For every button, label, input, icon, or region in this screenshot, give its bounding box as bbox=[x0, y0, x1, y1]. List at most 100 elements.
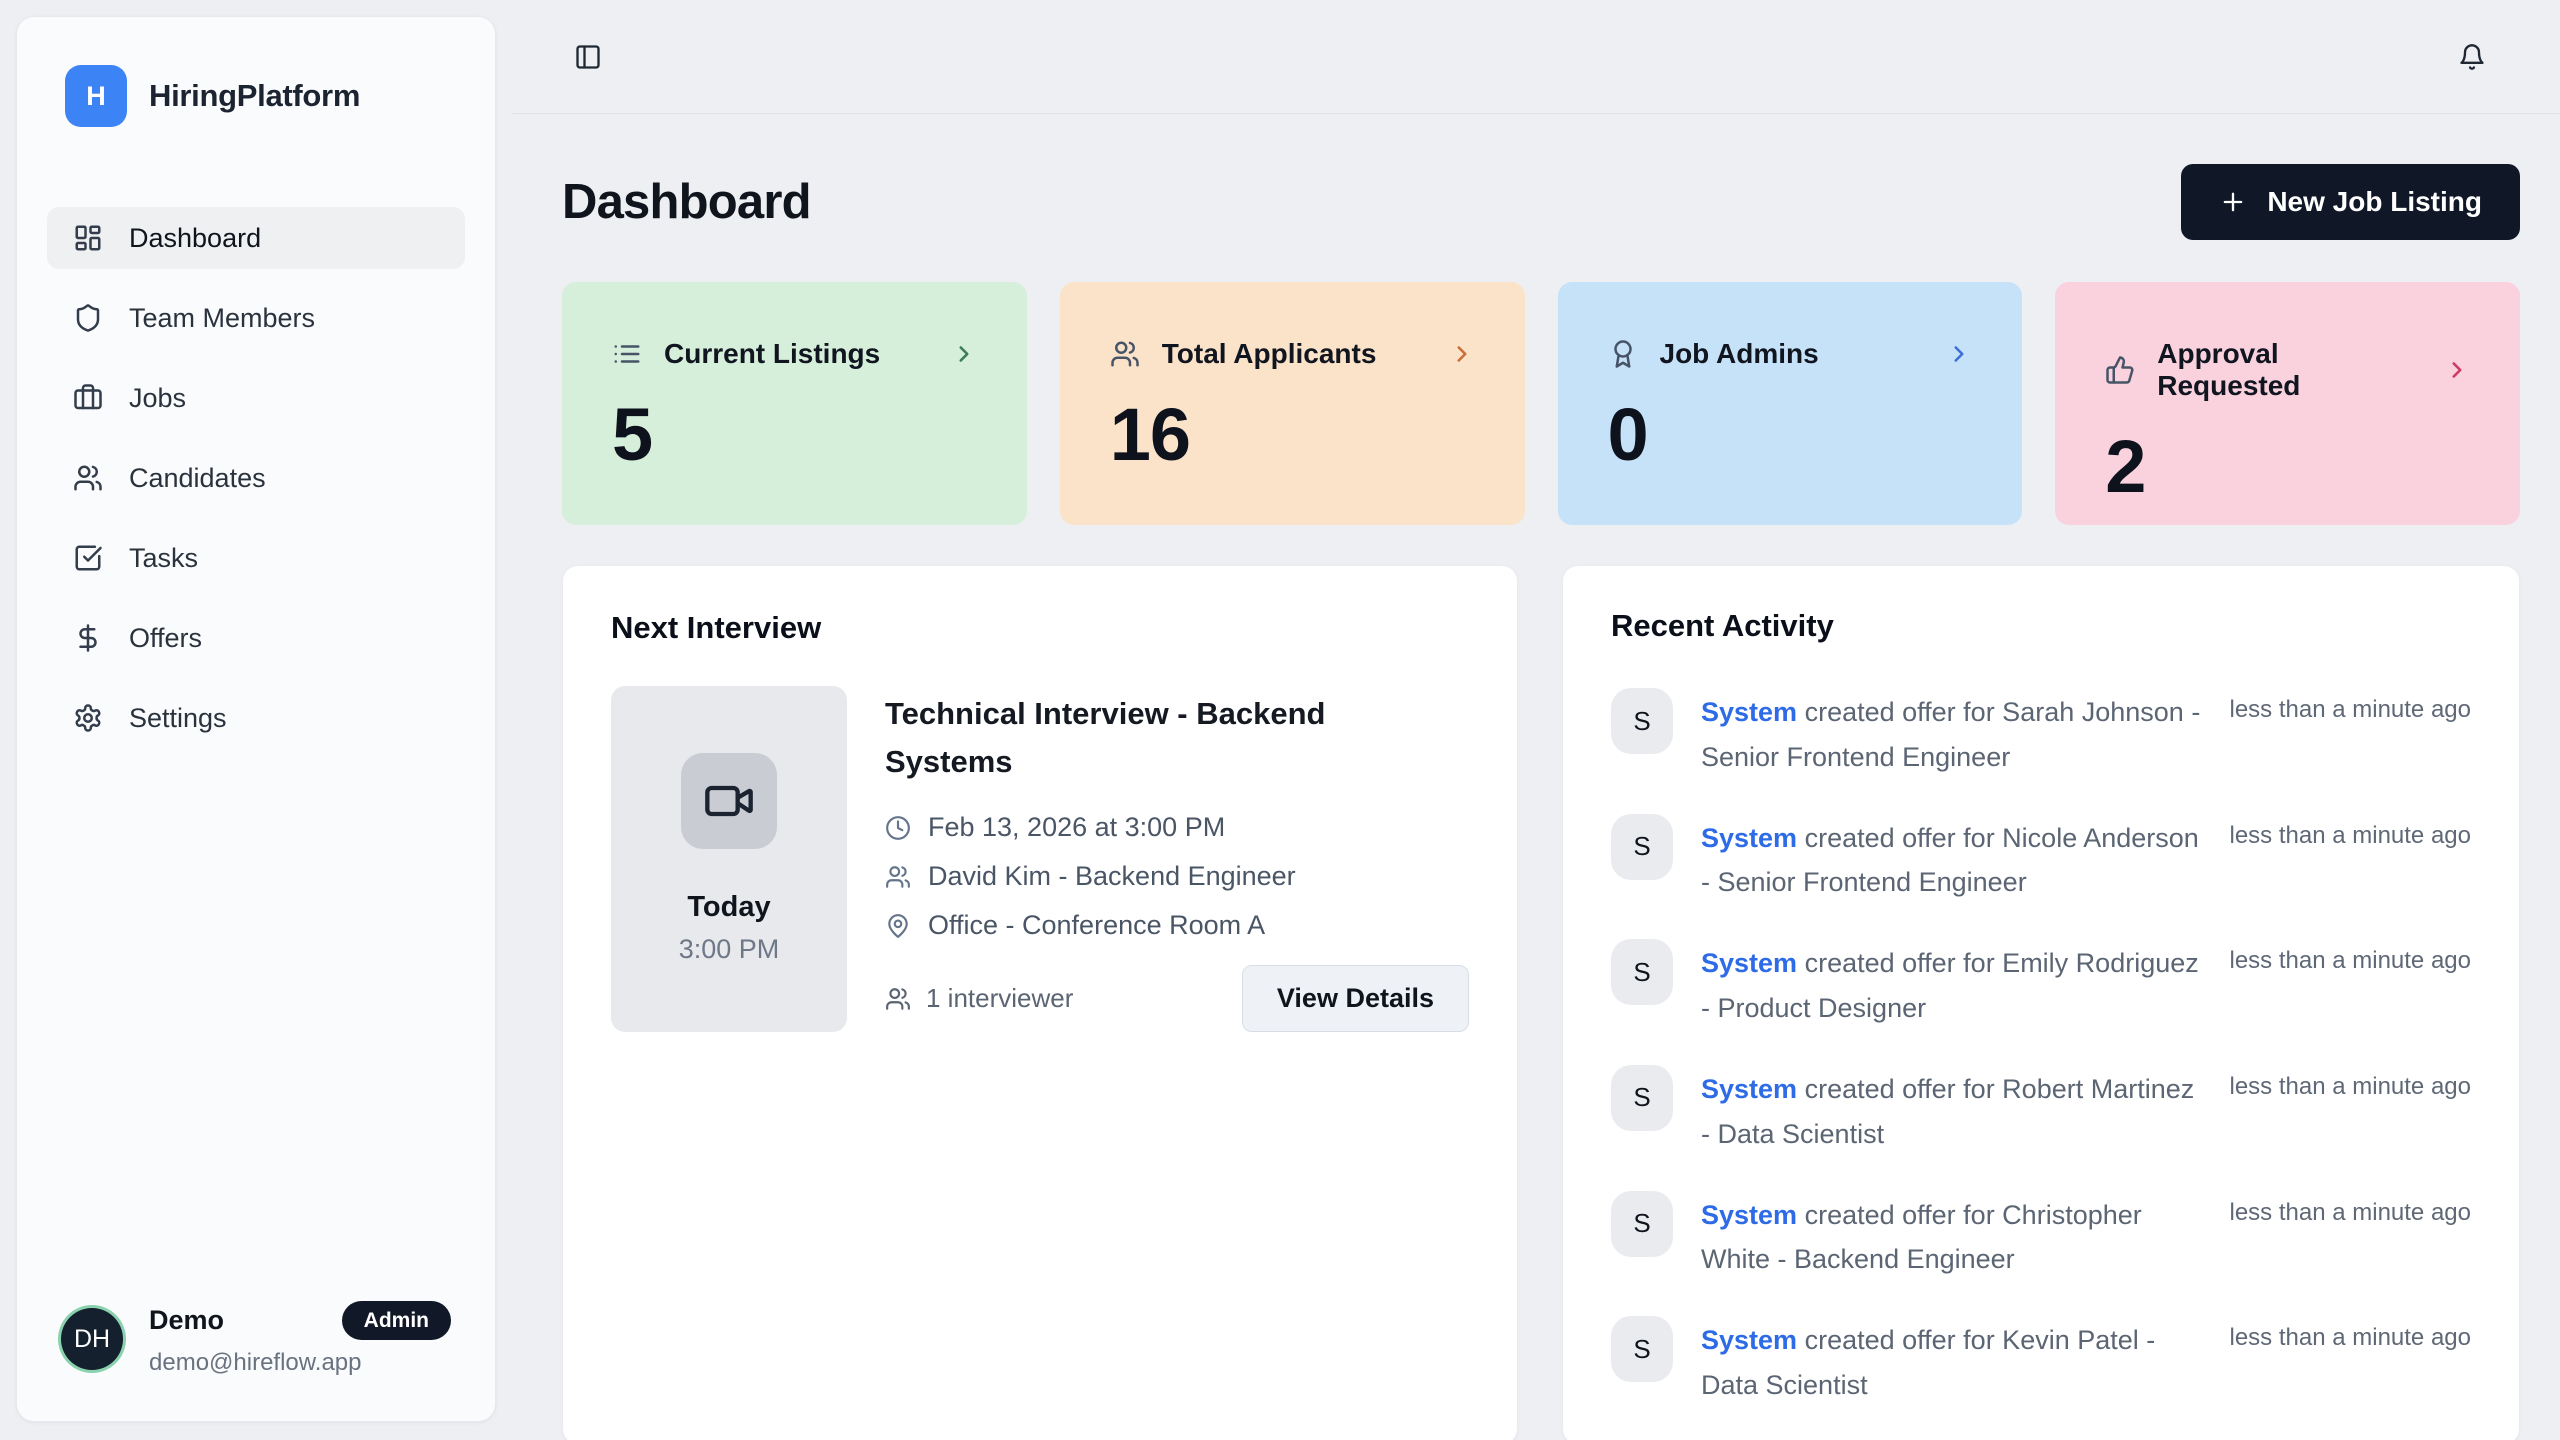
sidebar-item-label: Jobs bbox=[129, 382, 187, 413]
page-content: Dashboard New Job Listing Current Listin… bbox=[512, 114, 2560, 1440]
briefcase-icon bbox=[73, 383, 103, 413]
sidebar-item-candidates[interactable]: Candidates bbox=[47, 447, 465, 509]
activity-text: created offer for Emily Rodriguez - Prod… bbox=[1701, 948, 2199, 1024]
sidebar-item-team-members[interactable]: Team Members bbox=[47, 287, 465, 349]
dashboard-icon bbox=[73, 223, 103, 253]
users-icon bbox=[1111, 341, 1139, 367]
activity-actor-link[interactable]: System bbox=[1701, 1199, 1798, 1230]
award-icon bbox=[1613, 340, 1632, 368]
stat-value: 5 bbox=[612, 393, 653, 476]
activity-timestamp: less than a minute ago bbox=[2229, 947, 2472, 975]
activity-text: created offer for Kevin Patel - Data Sci… bbox=[1701, 1325, 2156, 1400]
stat-card-total-applicants[interactable]: Total Applicants 16 bbox=[1059, 282, 1525, 525]
sidebar-item-tasks[interactable]: Tasks bbox=[47, 527, 465, 589]
next-interview-title: Next Interview bbox=[611, 610, 822, 645]
new-job-listing-button[interactable]: New Job Listing bbox=[2181, 164, 2520, 240]
user-name: Demo bbox=[149, 1305, 225, 1335]
activity-list: S System created offer for Sarah Johnson… bbox=[1611, 688, 2471, 1440]
sidebar-item-label: Tasks bbox=[129, 542, 199, 573]
app-logo: H HiringPlatform bbox=[47, 65, 465, 127]
users-icon bbox=[886, 987, 910, 1010]
stat-value: 2 bbox=[2105, 425, 2146, 508]
activity-text: created offer for Sarah Johnson - Senior… bbox=[1701, 697, 2201, 772]
activity-timestamp: less than a minute ago bbox=[2229, 821, 2472, 849]
activity-actor-link[interactable]: System bbox=[1701, 697, 1798, 727]
sidebar: H HiringPlatform Dashboard Team Members … bbox=[16, 16, 496, 1422]
stat-label: Current Listings bbox=[664, 338, 881, 369]
avatar: DH bbox=[61, 1308, 123, 1370]
activity-actor-link[interactable]: System bbox=[1701, 1073, 1798, 1104]
activity-avatar: S bbox=[1611, 939, 1673, 1006]
stat-card-job-admins[interactable]: Job Admins 0 bbox=[1557, 282, 2023, 525]
stat-label: Approval Requested bbox=[2157, 338, 2301, 401]
interview-date-label: Today bbox=[687, 891, 771, 923]
users-icon bbox=[73, 463, 103, 493]
dollar-icon bbox=[73, 623, 103, 653]
shield-icon bbox=[73, 303, 103, 333]
app-logo-icon: H bbox=[65, 65, 127, 127]
sidebar-item-offers[interactable]: Offers bbox=[47, 607, 465, 669]
map-pin-icon bbox=[888, 913, 908, 938]
view-details-button[interactable]: View Details bbox=[1241, 965, 1469, 1032]
user-profile[interactable]: DH Demo Admin demo@hireflow.app bbox=[47, 1291, 465, 1383]
sidebar-item-settings[interactable]: Settings bbox=[47, 687, 465, 749]
video-camera-icon bbox=[681, 753, 777, 849]
bell-icon bbox=[2458, 43, 2486, 71]
activity-timestamp: less than a minute ago bbox=[2229, 1072, 2472, 1100]
stat-card-approval-requested[interactable]: Approval Requested 2 bbox=[2055, 282, 2520, 525]
interview-time-label: 3:00 PM bbox=[678, 934, 780, 964]
app-name: HiringPlatform bbox=[149, 78, 361, 113]
sidebar-item-label: Settings bbox=[129, 702, 227, 733]
activity-avatar: S bbox=[1611, 813, 1673, 880]
activity-row: S System created offer for Nicole Anders… bbox=[1611, 813, 2472, 906]
activity-avatar: S bbox=[1611, 1190, 1673, 1257]
activity-text: created offer for Christopher White - Ba… bbox=[1701, 1199, 2142, 1275]
sidebar-nav: Dashboard Team Members Jobs Candidates T… bbox=[47, 207, 465, 749]
activity-actor-link[interactable]: System bbox=[1701, 948, 1798, 979]
sidebar-item-label: Offers bbox=[129, 622, 203, 653]
chevron-right-icon bbox=[2444, 357, 2470, 383]
activity-row: S System created offer for Kevin Patel -… bbox=[1611, 1316, 2471, 1408]
recent-activity-title: Recent Activity bbox=[1611, 608, 1834, 643]
sidebar-toggle-button[interactable] bbox=[574, 43, 602, 71]
activity-text: created offer for Nicole Anderson - Seni… bbox=[1701, 822, 2199, 898]
stat-value: 16 bbox=[1109, 393, 1191, 476]
thumbs-up-icon bbox=[2106, 356, 2134, 384]
sidebar-item-dashboard[interactable]: Dashboard bbox=[47, 207, 465, 269]
main-area: Dashboard New Job Listing Current Listin… bbox=[512, 0, 2560, 1440]
chevron-right-icon bbox=[951, 341, 977, 367]
activity-avatar: S bbox=[1611, 1064, 1673, 1131]
list-icon bbox=[614, 345, 640, 363]
activity-row: S System created offer for Emily Rodrigu… bbox=[1611, 939, 2471, 1031]
activity-actor-link[interactable]: System bbox=[1701, 1325, 1798, 1356]
clock-icon bbox=[886, 815, 910, 840]
activity-timestamp: less than a minute ago bbox=[2229, 1198, 2472, 1226]
activity-avatar: S bbox=[1611, 688, 1673, 754]
sidebar-item-label: Dashboard bbox=[129, 222, 262, 253]
sidebar-item-jobs[interactable]: Jobs bbox=[47, 367, 465, 429]
interviewer-count: 1 interviewer bbox=[885, 983, 1073, 1014]
chevron-right-icon bbox=[1946, 341, 1972, 367]
gear-icon bbox=[73, 703, 103, 733]
interview-date-tile: Today 3:00 PM bbox=[611, 686, 847, 1032]
role-badge: Admin bbox=[341, 1301, 451, 1340]
sidebar-item-label: Team Members bbox=[129, 302, 316, 333]
interview-candidate-row: David Kim - Backend Engineer bbox=[885, 861, 1469, 892]
activity-avatar: S bbox=[1611, 1316, 1673, 1383]
sidebar-item-label: Candidates bbox=[129, 462, 266, 493]
interview-title: Technical Interview - Backend Systems bbox=[885, 696, 1326, 780]
stat-value: 0 bbox=[1607, 393, 1649, 476]
next-interview-card: Next Interview Today 3:00 PM Technical I… bbox=[562, 565, 1518, 1440]
topbar bbox=[512, 0, 2560, 114]
recent-activity-card: Recent Activity S System created offer f… bbox=[1562, 565, 2520, 1440]
interview-datetime-row: Feb 13, 2026 at 3:00 PM bbox=[885, 812, 1469, 843]
stat-card-current-listings[interactable]: Current Listings 5 bbox=[562, 282, 1027, 525]
stat-label: Job Admins bbox=[1659, 338, 1819, 369]
activity-actor-link[interactable]: System bbox=[1701, 822, 1798, 853]
notifications-button[interactable] bbox=[2458, 43, 2486, 71]
activity-row: S System created offer for Sarah Johnson… bbox=[1611, 688, 2471, 780]
check-square-icon bbox=[73, 543, 103, 573]
chevron-right-icon bbox=[1449, 341, 1475, 367]
users-icon bbox=[886, 865, 910, 888]
activity-row: S System created offer for Christopher W… bbox=[1611, 1190, 2472, 1283]
